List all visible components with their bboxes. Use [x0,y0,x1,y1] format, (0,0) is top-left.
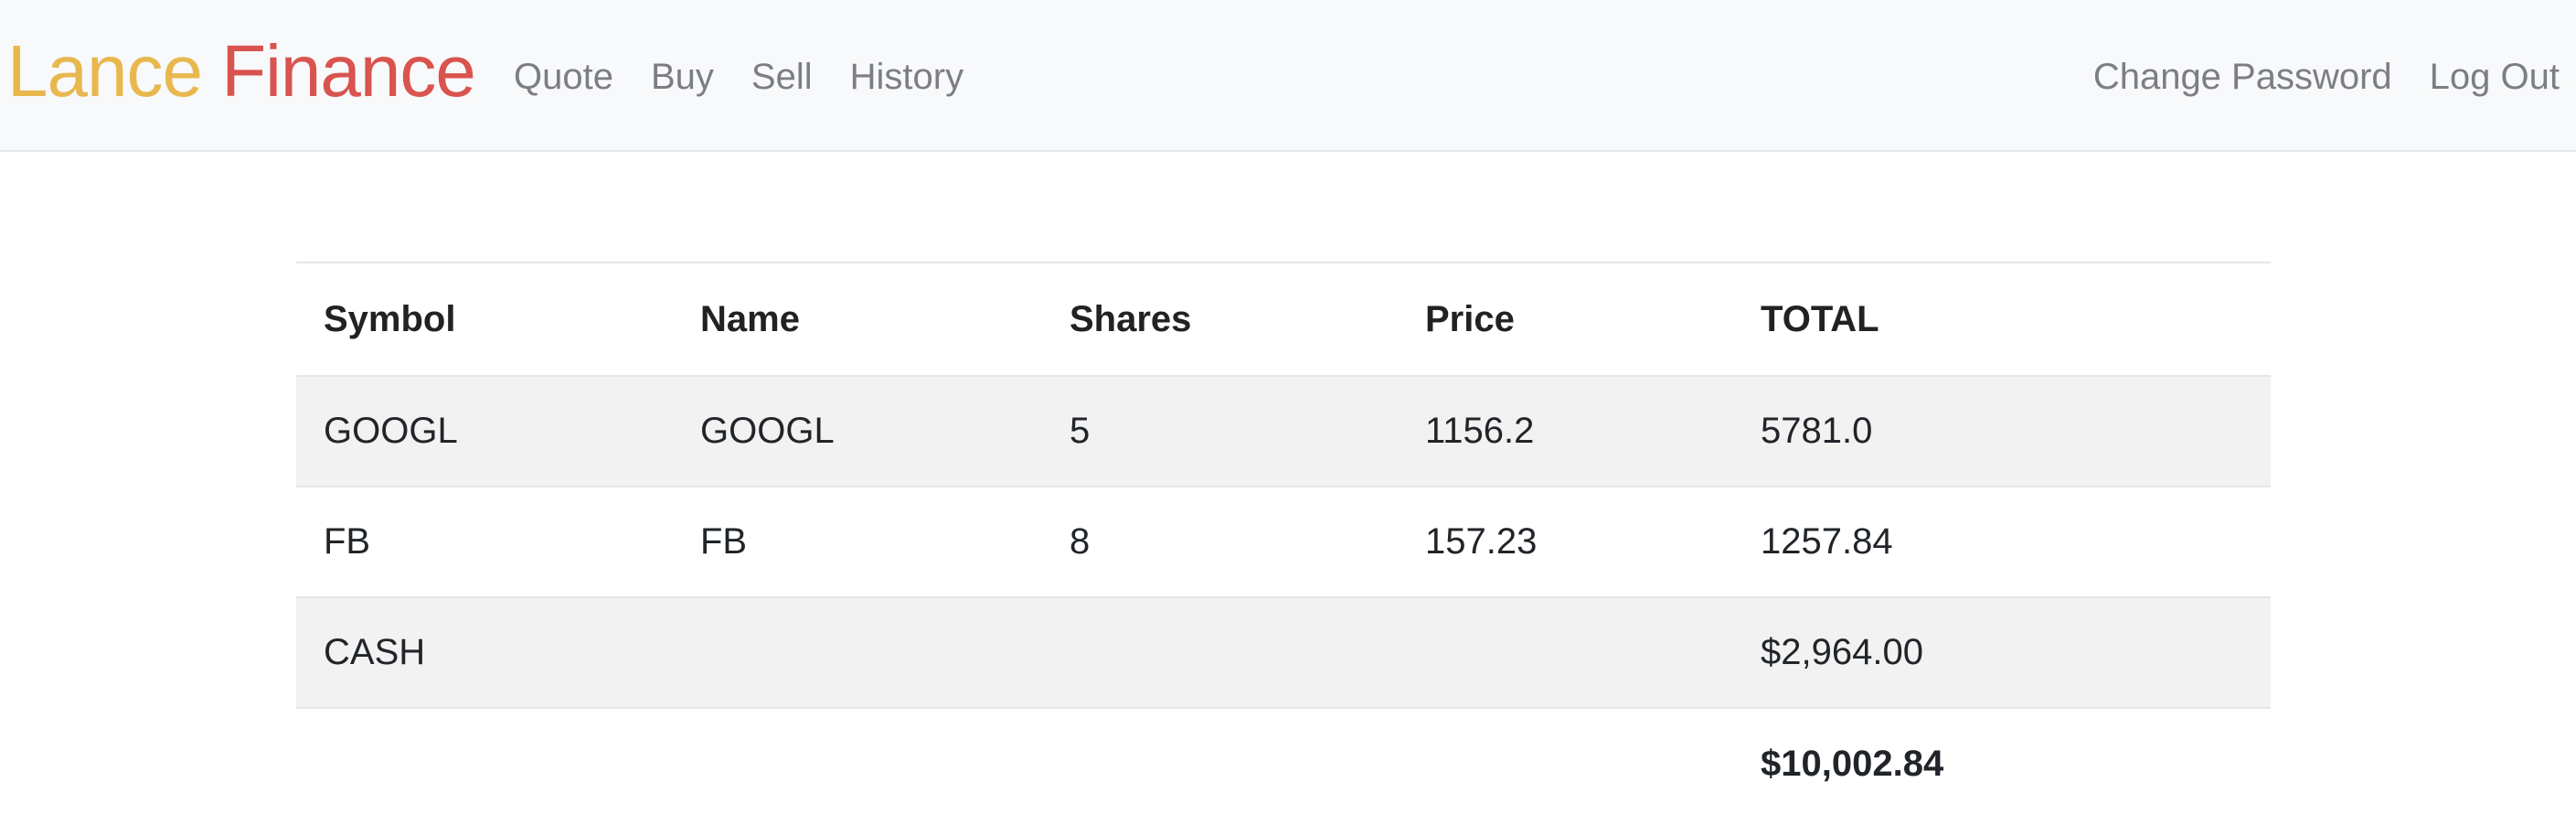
symbol-cell: GOOGL [296,375,673,487]
top-navbar: Lance Finance Quote Buy Sell History Cha… [0,0,2576,152]
grand-total-value: $10,002.84 [1733,707,2271,819]
nav-quote-link[interactable]: Quote [514,57,613,97]
brand-first-word: Lance [7,30,203,112]
brand-logo[interactable]: Lance Finance [7,27,476,115]
log-out-link[interactable]: Log Out [2429,57,2560,97]
shares-cell: 5 [1042,375,1398,487]
shares-cell [1042,596,1398,708]
shares-cell: 8 [1042,486,1398,597]
name-column-header: Name [673,262,1042,376]
price-column-header: Price [1398,262,1733,376]
nav-buy-link[interactable]: Buy [650,57,714,97]
name-cell: FB [673,486,1042,597]
portfolio-table-footer: $10,002.84 [296,707,2271,819]
name-cell [673,596,1042,708]
total-cell: 5781.0 [1733,375,2271,487]
account-nav: Change Password Log Out [2093,54,2560,100]
price-cell: 157.23 [1398,486,1733,597]
shares-column-header: Shares [1042,262,1398,376]
portfolio-table: Symbol Name Shares Price TOTAL GOOGL GOO… [296,262,2271,819]
empty-footer-cell [296,707,673,819]
primary-nav: Quote Buy Sell History [514,54,963,100]
total-cell: 1257.84 [1733,486,2271,597]
brand-second-word: Finance [221,30,476,112]
nav-history-link[interactable]: History [849,57,964,97]
total-column-header: TOTAL [1733,262,2271,376]
symbol-cell: CASH [296,596,673,708]
grand-total-row: $10,002.84 [296,707,2271,819]
symbol-column-header: Symbol [296,262,673,376]
nav-sell-link[interactable]: Sell [750,57,813,97]
price-cell [1398,596,1733,708]
portfolio-table-body: GOOGL GOOGL 5 1156.2 5781.0 FB FB 8 157.… [296,375,2271,708]
price-cell: 1156.2 [1398,375,1733,487]
name-cell: GOOGL [673,375,1042,487]
empty-footer-cell [1042,707,1398,819]
total-cell: $2,964.00 [1733,596,2271,708]
table-row: CASH $2,964.00 [296,596,2271,708]
empty-footer-cell [673,707,1042,819]
change-password-link[interactable]: Change Password [2092,57,2392,97]
table-row: GOOGL GOOGL 5 1156.2 5781.0 [296,375,2271,487]
empty-footer-cell [1398,707,1733,819]
table-row: FB FB 8 157.23 1257.84 [296,486,2271,597]
portfolio-table-header: Symbol Name Shares Price TOTAL [296,262,2271,376]
table-header-row: Symbol Name Shares Price TOTAL [296,262,2271,376]
symbol-cell: FB [296,486,673,597]
